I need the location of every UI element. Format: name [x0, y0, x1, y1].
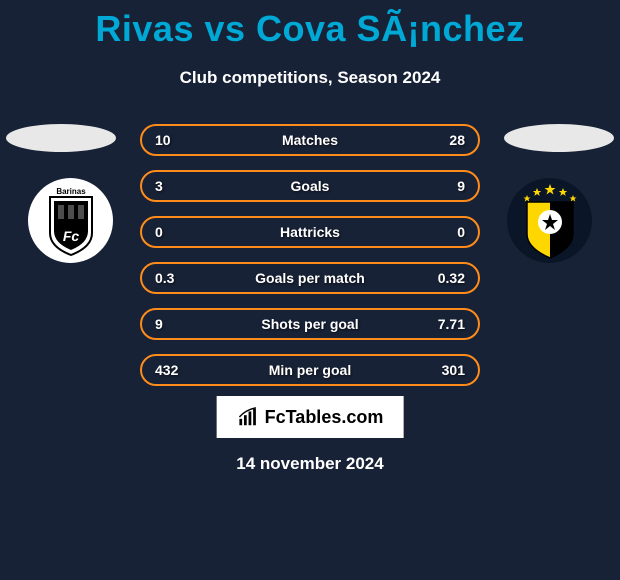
stat-row: 0.3 Goals per match 0.32: [140, 262, 480, 294]
club-logo-right: [507, 178, 592, 263]
stat-value-left: 432: [155, 362, 178, 378]
stat-label: Min per goal: [142, 362, 478, 378]
stat-value-right: 7.71: [438, 316, 465, 332]
stat-row: 0 Hattricks 0: [140, 216, 480, 248]
stat-value-left: 0: [155, 224, 163, 240]
stat-label: Hattricks: [142, 224, 478, 240]
club-badge-left-icon: Barinas Fc: [40, 185, 102, 257]
stat-value-left: 10: [155, 132, 171, 148]
stat-row: 10 Matches 28: [140, 124, 480, 156]
stat-row: 432 Min per goal 301: [140, 354, 480, 386]
stat-label: Shots per goal: [142, 316, 478, 332]
stat-label: Matches: [142, 132, 478, 148]
player-left-flag-oval: [6, 124, 116, 152]
stat-label: Goals: [142, 178, 478, 194]
player-right-flag-oval: [504, 124, 614, 152]
comparison-subtitle: Club competitions, Season 2024: [0, 68, 620, 88]
stat-value-right: 301: [442, 362, 465, 378]
watermark-text: FcTables.com: [265, 407, 384, 428]
stat-label: Goals per match: [142, 270, 478, 286]
stat-value-right: 0: [457, 224, 465, 240]
stat-value-left: 0.3: [155, 270, 174, 286]
club-badge-right-icon: [515, 182, 585, 260]
stat-row: 9 Shots per goal 7.71: [140, 308, 480, 340]
watermark: FcTables.com: [217, 396, 404, 438]
club-logo-left: Barinas Fc: [28, 178, 113, 263]
stat-value-right: 9: [457, 178, 465, 194]
stats-container: 10 Matches 28 3 Goals 9 0 Hattricks 0 0.…: [140, 124, 480, 400]
stat-value-right: 28: [449, 132, 465, 148]
fctables-logo-icon: [237, 406, 259, 428]
stat-value-right: 0.32: [438, 270, 465, 286]
stat-value-left: 3: [155, 178, 163, 194]
comparison-date: 14 november 2024: [0, 454, 620, 474]
svg-text:Fc: Fc: [62, 228, 79, 244]
stat-row: 3 Goals 9: [140, 170, 480, 202]
comparison-title: Rivas vs Cova SÃ¡nchez: [0, 0, 620, 50]
stat-value-left: 9: [155, 316, 163, 332]
svg-text:Barinas: Barinas: [56, 187, 86, 196]
